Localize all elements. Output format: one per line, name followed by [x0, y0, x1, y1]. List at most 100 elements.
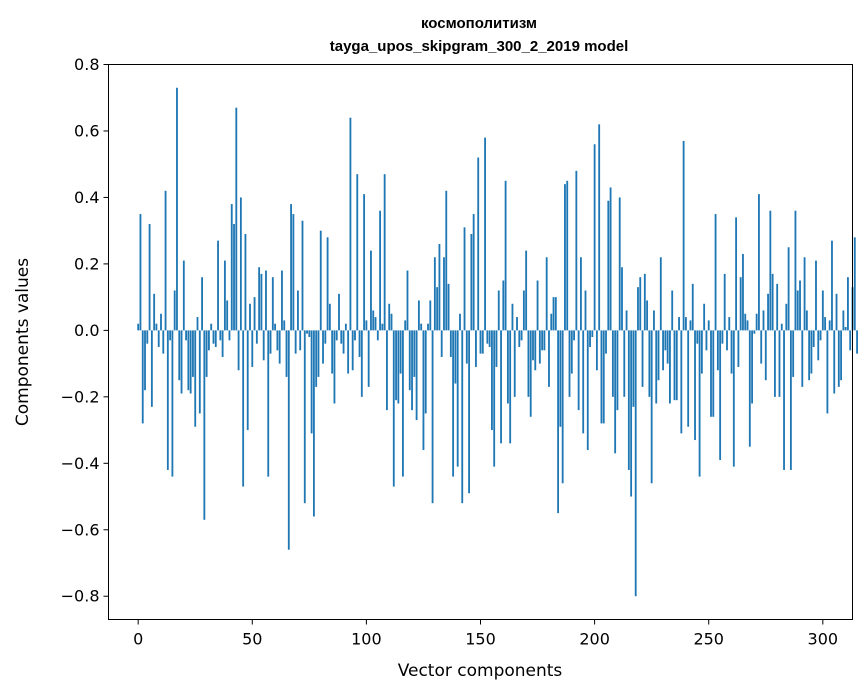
x-tick-label: 100: [351, 630, 382, 649]
bar-315: [856, 330, 858, 354]
bar-139: [454, 330, 457, 384]
bar-221: [641, 330, 644, 387]
bar-57: [267, 330, 270, 477]
bar-80: [319, 230, 322, 331]
bar-56: [265, 270, 267, 331]
bar-122: [415, 330, 418, 421]
bar-127: [427, 323, 429, 331]
bar-22: [187, 330, 190, 391]
bar-271: [755, 313, 758, 331]
bar-201: [595, 330, 598, 371]
bar-92: [347, 330, 350, 374]
y-tick-label: 0.8: [74, 55, 99, 74]
bar-196: [584, 290, 587, 331]
bar-217: [632, 330, 635, 407]
bar-289: [796, 290, 799, 331]
bar-51: [253, 297, 256, 331]
bar-74: [306, 330, 308, 334]
bar-305: [833, 330, 836, 394]
bar-188: [566, 180, 569, 331]
bar-307: [837, 330, 840, 387]
bar-146: [470, 233, 473, 331]
bar-243: [691, 283, 694, 331]
bar-297: [815, 260, 817, 331]
bar-121: [413, 330, 416, 377]
bar-281: [778, 330, 781, 397]
bar-292: [803, 257, 806, 331]
bar-94: [351, 330, 354, 371]
bar-136: [447, 283, 450, 331]
bar-76: [310, 330, 313, 434]
x-tick-label: 200: [579, 630, 610, 649]
bar-156: [493, 330, 496, 467]
bar-67: [290, 204, 292, 331]
bar-145: [468, 330, 471, 494]
bar-5: [148, 224, 151, 331]
y-tick-label: −0.2: [61, 387, 100, 406]
bar-55: [262, 330, 265, 361]
bar-7: [153, 293, 156, 331]
bar-244: [694, 330, 696, 441]
bar-11: [162, 330, 165, 354]
bar-301: [824, 317, 827, 331]
bar-45: [239, 197, 242, 331]
bar-189: [568, 330, 571, 397]
bar-115: [399, 330, 402, 374]
bar-251: [710, 330, 712, 417]
bar-306: [835, 293, 838, 331]
bar-277: [769, 210, 772, 331]
bar-149: [477, 157, 480, 331]
bar-58: [269, 330, 272, 354]
bar-81: [322, 330, 324, 364]
y-tick-label: 0.4: [74, 188, 99, 207]
bar-71: [299, 330, 302, 351]
bar-138: [452, 330, 455, 477]
bar-99: [363, 194, 366, 331]
bar-255: [719, 330, 722, 460]
bar-116: [401, 330, 404, 477]
bar-36: [219, 330, 222, 341]
bar-163: [509, 330, 512, 444]
bar-98: [360, 330, 363, 397]
bar-291: [801, 330, 804, 387]
bar-3: [144, 330, 146, 391]
bar-258: [726, 330, 728, 351]
chart-title: космополитизм: [421, 15, 537, 32]
bar-170: [525, 250, 528, 331]
bar-283: [783, 330, 785, 470]
y-tick-label: −0.8: [61, 587, 100, 606]
bar-199: [591, 330, 594, 338]
bar-249: [705, 330, 708, 351]
bar-295: [810, 330, 813, 374]
bar-267: [746, 320, 749, 331]
bar-240: [684, 317, 687, 331]
bar-218: [634, 330, 637, 597]
y-axis-label: Components values: [13, 258, 33, 426]
bar-310: [844, 327, 847, 331]
bar-150: [479, 330, 482, 354]
bar-23: [189, 330, 192, 394]
bar-220: [639, 277, 642, 331]
bar-253: [714, 214, 717, 331]
bar-250: [707, 320, 710, 331]
x-tick-label: 0: [133, 630, 143, 649]
bar-135: [445, 190, 448, 331]
bar-49: [249, 303, 251, 331]
bar-254: [716, 330, 719, 371]
bar-219: [637, 287, 639, 331]
bar-215: [627, 330, 630, 470]
bar-234: [671, 290, 674, 331]
bar-299: [819, 330, 822, 341]
bar-152: [484, 137, 486, 331]
bar-137: [449, 330, 452, 357]
bar-84: [328, 303, 331, 331]
y-tick-label: −0.4: [61, 454, 100, 473]
bar-270: [753, 330, 756, 334]
bar-104: [374, 317, 377, 331]
bar-126: [424, 330, 427, 414]
bar-309: [842, 310, 845, 331]
bar-279: [773, 330, 776, 397]
bar-264: [739, 277, 742, 331]
